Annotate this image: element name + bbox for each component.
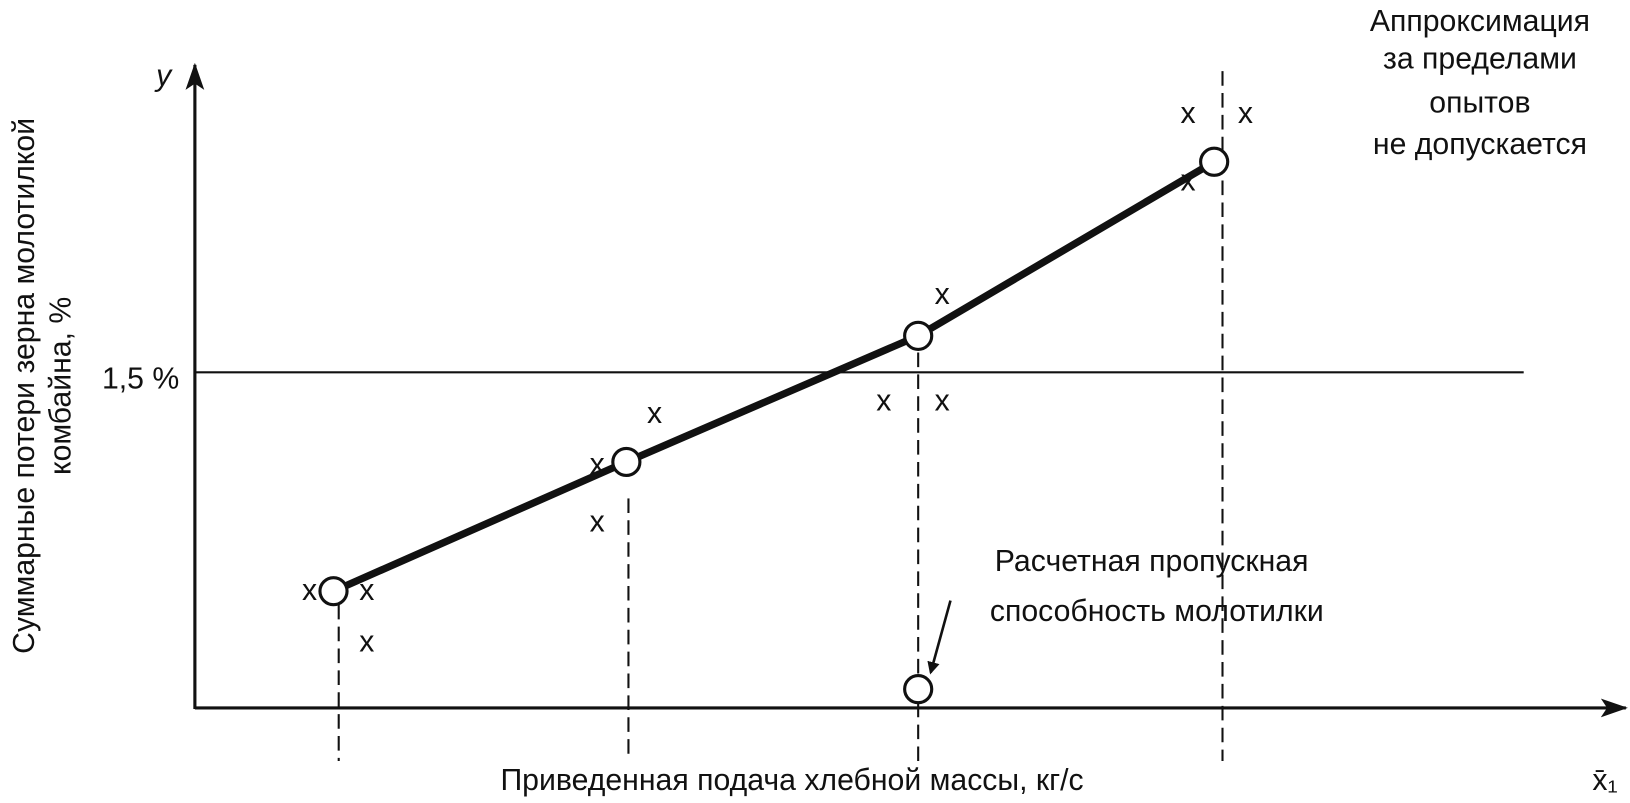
y-label: Суммарные потери зерна молотилкой [8, 118, 41, 654]
note: не допускается [1373, 128, 1587, 161]
x-label: Приведенная подача хлебной массы, кг/с [500, 764, 1083, 797]
sample-marker: x [935, 385, 950, 418]
sample-marker: x [1238, 97, 1253, 130]
annotation-arrow [927, 600, 952, 675]
sample-marker: x [1181, 97, 1196, 130]
sample-marker: x [590, 505, 605, 538]
point [903, 320, 934, 351]
note: опытов [1429, 86, 1530, 119]
annotation: Расчетная пропускная [995, 545, 1309, 578]
sample-marker: x [590, 448, 605, 481]
y-label: комбайна, % [45, 297, 78, 475]
capacity-point [903, 674, 934, 705]
note: за пределами [1383, 43, 1577, 76]
sample-marker: x [1181, 165, 1196, 198]
threshold-label: 1,5 % [102, 363, 179, 396]
sample-marker: x [359, 574, 374, 607]
y-symbol: y [154, 59, 173, 92]
sample-marker: x [359, 625, 374, 658]
point [318, 576, 349, 607]
note: Аппроксимация [1370, 5, 1590, 38]
point [611, 446, 642, 478]
sample-marker: x [302, 574, 317, 607]
sample-marker: x [647, 397, 662, 430]
annotation: способность молотилки [990, 595, 1324, 628]
sample-marker: x [876, 385, 891, 418]
trend-line [332, 158, 1217, 595]
point [1199, 146, 1230, 177]
sample-marker: x [935, 278, 950, 311]
x-symbol: x̄₁ [1592, 764, 1617, 797]
